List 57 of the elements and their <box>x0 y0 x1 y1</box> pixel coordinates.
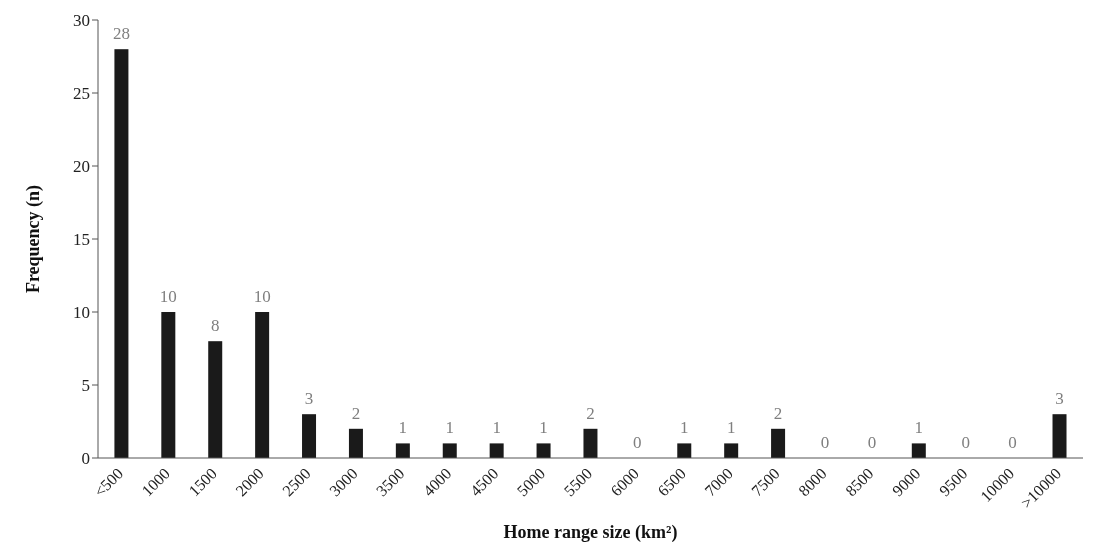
x-tick-label: 8000 <box>795 464 830 500</box>
data-label: 1 <box>398 418 408 438</box>
y-tick-label: 10 <box>73 303 90 323</box>
x-axis-title: Home range size (km²) <box>503 522 678 543</box>
bar <box>395 443 410 458</box>
x-tick-label: 4000 <box>419 464 455 500</box>
bar <box>489 443 504 458</box>
bar <box>911 443 926 458</box>
bar <box>583 428 598 458</box>
data-label: 3 <box>1055 389 1064 409</box>
bar <box>771 428 786 458</box>
data-label: 1 <box>492 418 501 438</box>
data-label: 1 <box>726 418 736 438</box>
bar <box>302 414 317 458</box>
data-label: 0 <box>867 433 877 452</box>
bar <box>677 443 692 458</box>
x-tick-label: 4500 <box>466 464 502 500</box>
bar <box>208 341 223 458</box>
data-label: 1 <box>539 418 548 438</box>
data-label: 2 <box>351 403 361 423</box>
y-tick-label: 30 <box>73 11 90 31</box>
y-axis-title: Frequency (n) <box>23 184 45 294</box>
data-label: 2 <box>773 403 783 423</box>
data-label: 8 <box>210 316 220 336</box>
data-label: 10 <box>253 287 271 306</box>
data-label: 3 <box>304 389 314 409</box>
data-label: 0 <box>961 433 970 452</box>
data-label: 0 <box>820 433 830 452</box>
y-tick-label: 5 <box>81 376 90 396</box>
y-tick-label: 20 <box>73 157 90 177</box>
x-tick-label: 1000 <box>138 464 174 500</box>
bar <box>348 428 363 458</box>
bar <box>161 312 176 458</box>
data-label: 1 <box>680 418 689 438</box>
data-label: 2 <box>586 403 595 423</box>
x-tick-label: 7500 <box>748 464 783 500</box>
data-label: 0 <box>1008 433 1017 452</box>
bar <box>114 49 129 458</box>
y-tick-label: 0 <box>81 449 90 469</box>
y-tick-label: 15 <box>73 230 90 250</box>
bar <box>255 312 270 458</box>
bar <box>1052 414 1067 458</box>
data-label: 1 <box>445 418 454 438</box>
data-label: 1 <box>914 418 924 438</box>
data-label: 0 <box>633 433 642 452</box>
x-tick-label: 7000 <box>701 464 736 500</box>
x-tick-label: <500 <box>90 464 127 501</box>
x-tick-label: 8500 <box>842 464 877 500</box>
bar <box>724 443 739 458</box>
x-tick-label: 6000 <box>607 464 643 500</box>
data-label: 10 <box>159 287 177 306</box>
y-tick-label: 25 <box>73 84 90 104</box>
x-tick-label: 1500 <box>185 464 220 500</box>
bar <box>442 443 457 458</box>
x-tick-label: 6500 <box>654 464 690 500</box>
data-label: 28 <box>112 24 130 44</box>
bar <box>536 443 551 458</box>
